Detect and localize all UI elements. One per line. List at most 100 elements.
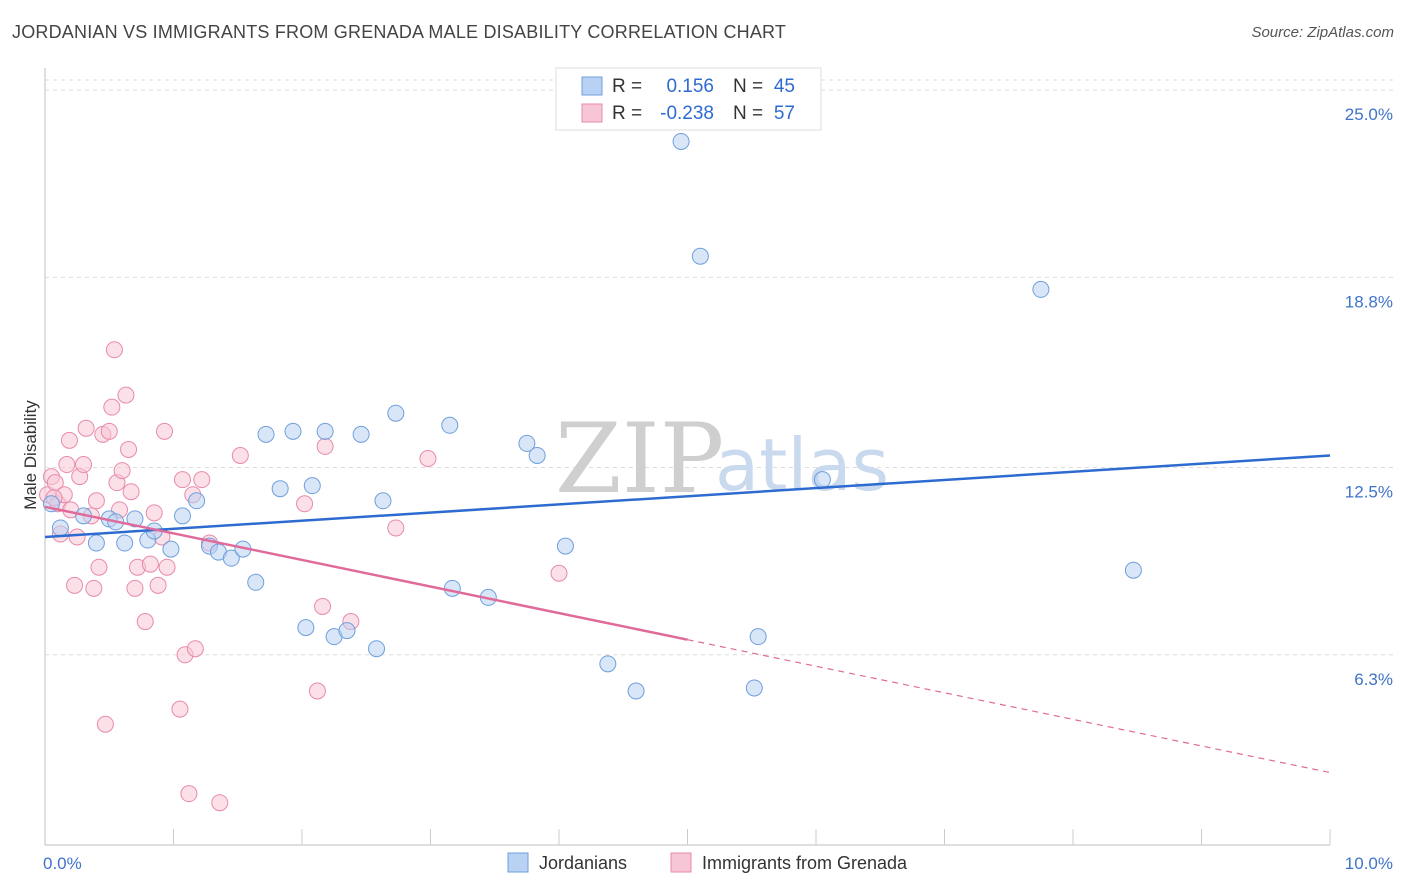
grenada-point	[103, 398, 121, 416]
top-legend: R = 0.156 N = 45 R = -0.238 N = 57	[555, 67, 822, 131]
grenada-point	[316, 437, 334, 455]
trend-lines	[44, 454, 1331, 774]
grenada-point	[122, 483, 140, 501]
jordanian-point	[338, 622, 356, 640]
jordanian-point	[749, 628, 767, 646]
x-tick-label-min: 0.0%	[43, 854, 82, 873]
bottom-legend-label-jordanians: Jordanians	[539, 853, 627, 873]
grenada-point	[87, 492, 105, 510]
bottom-legend-swatch-grenada	[670, 852, 692, 873]
jordanian-point	[162, 540, 180, 558]
jordanian-point	[87, 534, 105, 552]
jordanian-point	[627, 682, 645, 700]
grenada-point	[117, 386, 135, 404]
bottom-legend-swatch-jordanians	[507, 852, 529, 873]
legend-swatch-jordanians	[581, 76, 603, 96]
grenada-point	[387, 519, 405, 537]
jordanian-point	[284, 422, 302, 440]
grenada-point	[145, 504, 163, 522]
grenada-point	[96, 715, 114, 733]
legend-n-value-grenada: 57	[774, 103, 795, 124]
grenada-point	[75, 456, 93, 474]
grenada-point	[126, 579, 144, 597]
bottom-legend-label-grenada: Immigrants from Grenada	[702, 853, 908, 873]
jordanian-point	[51, 519, 69, 537]
jordanian-point	[441, 416, 459, 434]
jordanian-point	[116, 534, 134, 552]
grenada-point	[149, 576, 167, 594]
axes	[44, 68, 1331, 846]
grenada-point	[193, 471, 211, 489]
jordanians-trend-line	[44, 454, 1331, 539]
y-tick-label: 18.8%	[1345, 292, 1393, 311]
jordanian-point	[126, 510, 144, 528]
grenada-point	[113, 462, 131, 480]
jordanian-point	[443, 579, 461, 597]
grenada-point	[136, 613, 154, 631]
jordanian-point	[672, 132, 690, 150]
jordanian-point	[368, 640, 386, 658]
jordanian-point	[257, 425, 275, 443]
grenada-point	[58, 456, 76, 474]
grenada-point	[173, 471, 191, 489]
watermark-atlas: atlas	[715, 423, 889, 507]
grenada-point	[100, 422, 118, 440]
jordanian-point	[691, 247, 709, 265]
jordanian-point	[222, 549, 240, 567]
grenada-point	[296, 495, 314, 513]
grenada-point	[141, 555, 159, 573]
jordanian-point	[518, 434, 536, 452]
grenada-point	[171, 700, 189, 718]
y-tick-labels: 6.3% 12.5% 18.8% 25.0%	[1345, 105, 1393, 689]
grenada-point	[180, 785, 198, 803]
legend-n-value-jordanians: 45	[774, 76, 795, 97]
jordanian-point	[352, 425, 370, 443]
grenada-point	[105, 341, 123, 359]
legend-r-value-grenada: -0.238	[660, 103, 714, 124]
grenada-point	[231, 446, 249, 464]
chart-title: JORDANIAN VS IMMIGRANTS FROM GRENADA MAL…	[12, 22, 787, 42]
grenada-point	[90, 558, 108, 576]
jordanian-point	[813, 471, 831, 489]
grenada-point	[68, 528, 86, 546]
y-axis-label: Male Disability	[21, 400, 40, 510]
jordanian-point	[303, 477, 321, 495]
grenada-point	[308, 682, 326, 700]
x-tick-labels: 0.0% 10.0%	[43, 854, 1393, 873]
jordanian-point	[271, 480, 289, 498]
grenada-point	[158, 558, 176, 576]
gridlines	[45, 79, 1395, 656]
grenada-point	[77, 419, 95, 437]
legend-n-label-grenada: N =	[733, 103, 763, 124]
jordanian-point	[1124, 561, 1142, 579]
jordanian-point	[316, 422, 334, 440]
grenada-point	[66, 576, 84, 594]
jordanian-point	[387, 404, 405, 422]
jordanian-point	[599, 655, 617, 673]
jordanian-point	[528, 446, 546, 464]
jordanian-point	[247, 573, 265, 591]
grenada-point	[85, 579, 103, 597]
grenada-point	[314, 597, 332, 615]
bottom-legend: Jordanians Immigrants from Grenada	[507, 852, 908, 873]
legend-r-value-jordanians: 0.156	[666, 76, 714, 97]
x-tick-label-max: 10.0%	[1345, 854, 1393, 873]
jordanian-point	[297, 619, 315, 637]
jordanian-points	[42, 132, 1142, 700]
jordanian-point	[188, 492, 206, 510]
legend-swatch-grenada	[581, 103, 603, 123]
grenada-point	[120, 440, 138, 458]
jordanian-point	[745, 679, 763, 697]
grenada-point	[211, 794, 229, 812]
grenada-point	[156, 422, 174, 440]
grenada-point	[550, 564, 568, 582]
grenada-point	[60, 431, 78, 449]
jordanian-point	[1032, 280, 1050, 298]
jordanian-point	[374, 492, 392, 510]
source-credit: Source: ZipAtlas.com	[1251, 24, 1394, 41]
grenada-point	[419, 450, 437, 467]
jordanian-point	[556, 537, 574, 555]
y-tick-label: 12.5%	[1345, 483, 1393, 502]
legend-n-label-jordanians: N =	[733, 76, 763, 97]
